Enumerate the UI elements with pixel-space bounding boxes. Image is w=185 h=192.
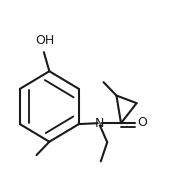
Text: O: O [137, 117, 147, 129]
Text: N: N [95, 117, 105, 130]
Text: OH: OH [35, 34, 54, 47]
